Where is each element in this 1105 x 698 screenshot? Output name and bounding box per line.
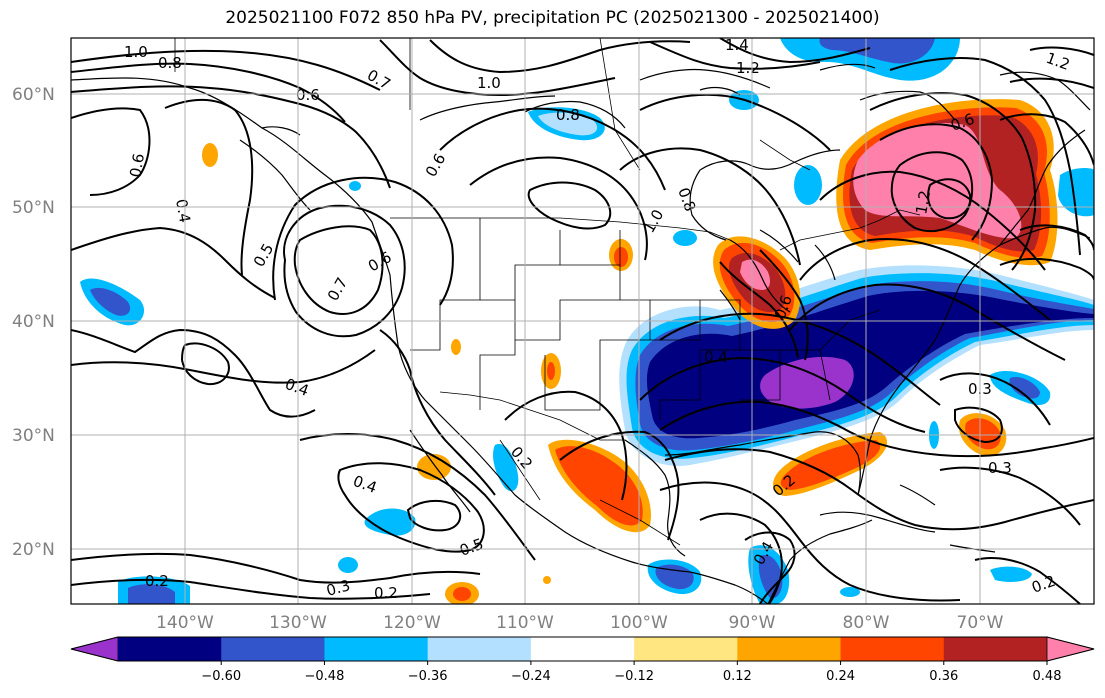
lon-label: 100°W: [610, 613, 668, 633]
contour-label: 0.2: [145, 572, 169, 590]
colorbar-bin: [634, 637, 738, 661]
negative-spot-pacific-2: [364, 508, 416, 536]
map-frame: [70, 37, 1095, 605]
colorbar-tick-label: −0.12: [614, 669, 654, 684]
colorbar-bin: [530, 637, 635, 661]
colorbar-bin: [427, 637, 532, 661]
contour-label: 1.2: [912, 189, 934, 216]
lon-label: 80°W: [843, 613, 890, 633]
colorbar-bin: [943, 637, 1048, 661]
lon-label: 130°W: [269, 613, 327, 633]
contour-label: 0.6: [296, 86, 320, 104]
contour-label: 0.3: [324, 576, 352, 600]
colorbar-labels: −0.60 −0.48 −0.36 −0.24 −0.12 0.12 0.24 0.36 0.4…: [201, 661, 1062, 684]
negative-anomaly-core-purple: [760, 356, 854, 409]
colorbar-tick-label: 0.48: [1033, 669, 1062, 684]
contour-label: 0.6: [126, 152, 148, 179]
lat-label: 60°N: [12, 85, 55, 105]
colorbar-bin: [118, 637, 222, 661]
contour-label: 0.4: [704, 348, 728, 366]
colorbar-tick-label: −0.48: [305, 669, 345, 684]
lat-label: 50°N: [12, 198, 55, 218]
lon-label: 90°W: [729, 613, 776, 633]
colorbar-frame: [70, 636, 1095, 662]
colorbar-tick-label: 0.36: [929, 669, 958, 684]
lon-label: 120°W: [383, 613, 441, 633]
lat-label: 40°N: [12, 312, 55, 332]
positive-spot-alaska: [202, 143, 218, 167]
map-title: 2025021100 F072 850 hPa PV, precipitatio…: [225, 8, 880, 28]
colorbar-tick-label: −0.36: [408, 669, 448, 684]
colorbar-tick-label: 0.12: [723, 669, 752, 684]
colorbar-bin: [324, 637, 429, 661]
colorbar: [70, 636, 1095, 662]
lat-label: 20°N: [12, 540, 55, 560]
contour-label: 1.0: [477, 74, 501, 92]
political-borders: [174, 38, 921, 546]
colorbar-bin: [840, 637, 945, 661]
contour-label: 1.2: [736, 59, 760, 77]
lat-label: 30°N: [12, 426, 55, 446]
colorbar-extend-low: [70, 636, 119, 662]
colorbar-tick-label: −0.24: [511, 669, 551, 684]
contour-label: 1.4: [725, 36, 749, 54]
negative-spot-labrador: [1058, 167, 1094, 217]
contour-label: 0.3: [988, 459, 1012, 477]
contour-label: 0.4: [172, 198, 194, 225]
lon-label: 140°W: [156, 613, 214, 633]
longitude-labels: 140°W 130°W 120°W 110°W 100°W 90°W 80°W …: [156, 613, 1004, 633]
contour-label: 0.2: [374, 584, 398, 602]
colorbar-tick-label: −0.60: [201, 669, 241, 684]
contour-label: 0.8: [556, 106, 580, 124]
lon-label: 70°W: [957, 613, 1004, 633]
contour-label: 1.0: [124, 43, 148, 61]
pv-contours: [71, 38, 1094, 604]
colorbar-tick-label: 0.24: [826, 669, 855, 684]
colorbar-bin: [221, 637, 325, 661]
contour-label: 0.8: [158, 54, 182, 72]
colorbar-bin: [737, 637, 842, 661]
graticule: [71, 38, 1094, 604]
colorbar-extend-high: [1046, 636, 1095, 662]
lon-label: 110°W: [496, 613, 554, 633]
latitude-labels: 60°N 50°N 40°N 30°N 20°N: [12, 85, 55, 560]
